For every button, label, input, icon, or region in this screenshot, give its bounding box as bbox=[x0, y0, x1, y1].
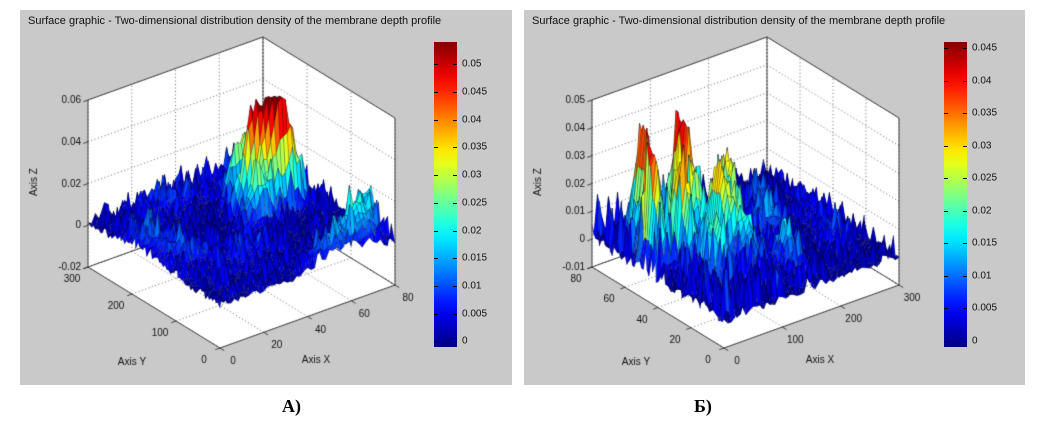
colorbar-tick-mark bbox=[453, 258, 457, 259]
colorbar-tick-mark bbox=[944, 146, 948, 147]
colorbar-tick-mark bbox=[944, 341, 948, 342]
colorbar-tick-mark bbox=[963, 276, 967, 277]
colorbar-tick-mark bbox=[453, 64, 457, 65]
colorbar-tick-mark bbox=[453, 147, 457, 148]
colorbar-tick-mark bbox=[434, 92, 438, 93]
surface-plot-canvas-b bbox=[524, 10, 1025, 385]
colorbar-tick-mark bbox=[453, 341, 457, 342]
colorbar-tick-label: 0.005 bbox=[462, 308, 488, 320]
colorbar-tick-mark bbox=[453, 92, 457, 93]
colorbar-tick-label: 0.035 bbox=[462, 141, 488, 153]
colorbar-tick-mark bbox=[453, 231, 457, 232]
colorbar-tick-label: 0.01 bbox=[462, 280, 482, 292]
caption-b: Б) bbox=[694, 396, 712, 416]
colorbar-tick-mark bbox=[944, 308, 948, 309]
plot-title-b: Surface graphic - Two-dimensional distri… bbox=[532, 15, 946, 27]
colorbar-tick-mark bbox=[434, 203, 438, 204]
colorbar-tick-label: 0.045 bbox=[972, 42, 998, 54]
colorbar-tick-mark bbox=[944, 211, 948, 212]
colorbar-tick-mark bbox=[453, 175, 457, 176]
colorbar-tick-label: 0.04 bbox=[972, 75, 992, 87]
surface-plot-canvas-a bbox=[20, 10, 512, 385]
colorbar-tick-mark bbox=[944, 276, 948, 277]
colorbar-gradient bbox=[434, 42, 457, 347]
colorbar-tick-label: 0.04 bbox=[462, 114, 482, 126]
surface-plot-panel-b: Surface graphic - Two-dimensional distri… bbox=[524, 10, 1025, 385]
colorbar-tick-mark bbox=[434, 258, 438, 259]
colorbar-tick-label: 0 bbox=[972, 335, 978, 346]
colorbar-tick-mark bbox=[453, 120, 457, 121]
colorbar-tick-label: 0.025 bbox=[462, 197, 488, 209]
colorbar-tick-mark bbox=[963, 113, 967, 114]
colorbar-tick-mark bbox=[944, 243, 948, 244]
colorbar-tick-mark bbox=[434, 64, 438, 65]
colorbar-tick-mark bbox=[434, 147, 438, 148]
colorbar-tick-mark bbox=[963, 341, 967, 342]
colorbar-tick-label: 0.03 bbox=[462, 169, 482, 181]
colorbar-tick-label: 0.05 bbox=[462, 58, 482, 70]
surface-plot-panel-a: Surface graphic - Two-dimensional distri… bbox=[20, 10, 512, 385]
colorbar-tick-mark bbox=[434, 120, 438, 121]
colorbar-tick-mark bbox=[434, 314, 438, 315]
colorbar-tick-mark bbox=[434, 286, 438, 287]
colorbar-tick-mark bbox=[963, 146, 967, 147]
colorbar-tick-mark bbox=[944, 48, 948, 49]
colorbar-tick-mark bbox=[453, 314, 457, 315]
colorbar-tick-mark bbox=[453, 203, 457, 204]
colorbar-tick-label: 0.045 bbox=[462, 86, 488, 98]
colorbar-tick-mark bbox=[944, 113, 948, 114]
colorbar-tick-mark bbox=[434, 175, 438, 176]
colorbar-tick-mark bbox=[963, 243, 967, 244]
caption-a: А) bbox=[282, 396, 301, 416]
colorbar-tick-label: 0.03 bbox=[972, 140, 992, 152]
colorbar-tick-mark bbox=[434, 341, 438, 342]
colorbar-gradient bbox=[944, 42, 967, 347]
colorbar-tick-mark bbox=[963, 48, 967, 49]
colorbar-tick-mark bbox=[944, 178, 948, 179]
colorbar-tick-label: 0.035 bbox=[972, 107, 998, 119]
colorbar-tick-label: 0.015 bbox=[972, 237, 998, 249]
colorbar-tick-label: 0.015 bbox=[462, 252, 488, 264]
colorbar-tick-mark bbox=[963, 308, 967, 309]
colorbar-tick-mark bbox=[963, 81, 967, 82]
colorbar-tick-mark bbox=[963, 178, 967, 179]
colorbar-tick-label: 0.01 bbox=[972, 270, 992, 282]
colorbar-tick-label: 0 bbox=[462, 335, 468, 347]
colorbar-tick-mark bbox=[434, 231, 438, 232]
colorbar-tick-mark bbox=[963, 211, 967, 212]
colorbar-tick-label: 0.025 bbox=[972, 172, 998, 184]
colorbar-tick-mark bbox=[944, 81, 948, 82]
colorbar-tick-label: 0.005 bbox=[972, 302, 998, 314]
colorbar-tick-label: 0.02 bbox=[462, 225, 482, 237]
colorbar-tick-label: 0.02 bbox=[972, 205, 992, 217]
plot-title-a: Surface graphic - Two-dimensional distri… bbox=[28, 15, 442, 27]
colorbar-tick-mark bbox=[453, 286, 457, 287]
